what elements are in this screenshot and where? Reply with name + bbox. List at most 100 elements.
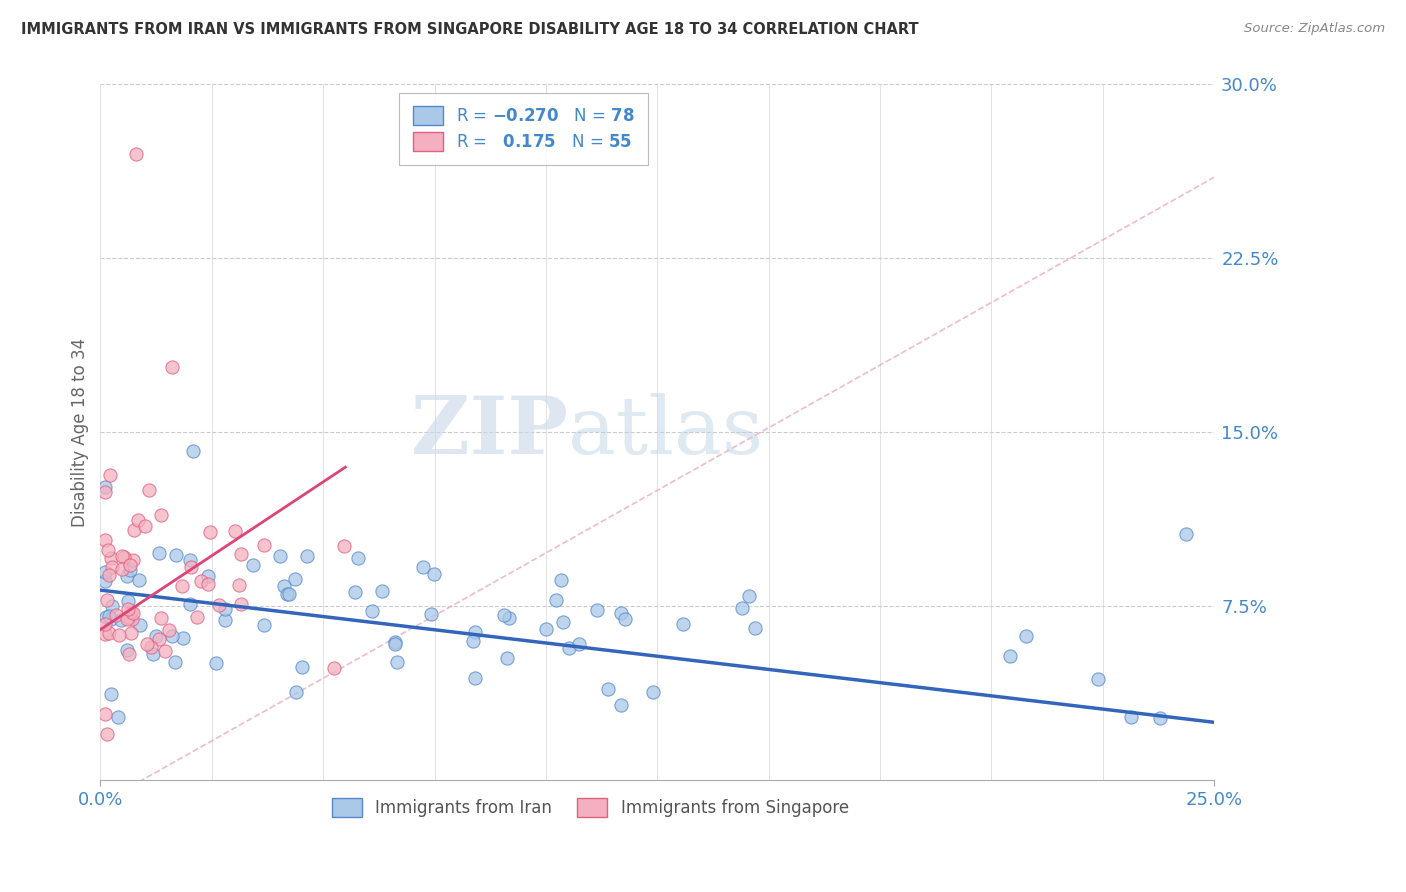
Point <box>153 644 176 658</box>
Point <box>94 610 117 624</box>
Point <box>568 637 591 651</box>
Point <box>117 610 139 624</box>
Point <box>157 623 180 637</box>
Point <box>98 609 121 624</box>
Point <box>150 610 173 624</box>
Point <box>107 710 129 724</box>
Point <box>998 648 1021 663</box>
Point <box>609 698 631 712</box>
Point <box>122 523 145 537</box>
Point <box>128 618 150 632</box>
Point <box>214 613 236 627</box>
Point <box>208 599 231 613</box>
Point <box>100 687 122 701</box>
Point <box>94 616 117 631</box>
Point <box>121 611 143 625</box>
Point <box>136 637 159 651</box>
Point <box>197 568 219 582</box>
Point <box>115 569 138 583</box>
Point <box>97 542 120 557</box>
Point <box>423 566 446 581</box>
Point <box>613 612 636 626</box>
Point <box>94 627 117 641</box>
Point <box>492 607 515 622</box>
Point <box>731 600 754 615</box>
Point <box>1149 711 1171 725</box>
Point <box>498 611 520 625</box>
Point <box>94 706 117 721</box>
Y-axis label: Disability Age 18 to 34: Disability Age 18 to 34 <box>72 338 89 527</box>
Point <box>284 572 307 586</box>
Point <box>104 607 127 622</box>
Point <box>94 480 117 494</box>
Point <box>276 587 298 601</box>
Point <box>586 603 609 617</box>
Point <box>179 597 201 611</box>
Point <box>100 599 122 613</box>
Point <box>115 612 138 626</box>
Point <box>94 484 117 499</box>
Point <box>558 640 581 655</box>
Point <box>1015 629 1038 643</box>
Point <box>610 606 633 620</box>
Point <box>148 632 170 646</box>
Point <box>100 612 122 626</box>
Point <box>100 551 122 566</box>
Point <box>94 533 117 547</box>
Point <box>198 525 221 540</box>
Point <box>550 574 572 588</box>
Point <box>118 648 141 662</box>
Point <box>384 635 406 649</box>
Point <box>110 613 132 627</box>
Point <box>344 585 367 599</box>
Point <box>269 549 291 563</box>
Point <box>214 602 236 616</box>
Point <box>672 617 695 632</box>
Point <box>371 584 394 599</box>
Point <box>204 656 226 670</box>
Point <box>333 539 356 553</box>
Point <box>160 360 183 375</box>
Point <box>150 508 173 522</box>
Point <box>98 626 121 640</box>
Point <box>120 562 142 576</box>
Point <box>190 574 212 588</box>
Point <box>98 567 121 582</box>
Point <box>98 468 121 483</box>
Point <box>546 593 568 607</box>
Point <box>384 637 406 651</box>
Point <box>120 558 142 572</box>
Point <box>138 483 160 498</box>
Point <box>125 147 148 161</box>
Point <box>346 550 368 565</box>
Point <box>231 547 253 561</box>
Point <box>139 640 162 654</box>
Text: ZIP: ZIP <box>411 393 568 471</box>
Point <box>231 597 253 611</box>
Point <box>295 549 318 563</box>
Point <box>128 573 150 587</box>
Point <box>111 562 134 576</box>
Point <box>596 681 619 696</box>
Point <box>120 626 142 640</box>
Point <box>285 684 308 698</box>
Point <box>1119 710 1142 724</box>
Point <box>179 553 201 567</box>
Legend: Immigrants from Iran, Immigrants from Singapore: Immigrants from Iran, Immigrants from Si… <box>325 791 855 824</box>
Point <box>163 655 186 669</box>
Point <box>224 524 246 539</box>
Point <box>117 594 139 608</box>
Point <box>117 602 139 616</box>
Point <box>172 631 194 645</box>
Point <box>551 615 574 629</box>
Point <box>122 553 145 567</box>
Point <box>127 513 149 527</box>
Point <box>100 560 122 574</box>
Point <box>291 660 314 674</box>
Point <box>108 628 131 642</box>
Point <box>744 621 766 635</box>
Point <box>165 549 187 563</box>
Point <box>495 651 517 665</box>
Point <box>738 589 761 603</box>
Point <box>112 549 135 564</box>
